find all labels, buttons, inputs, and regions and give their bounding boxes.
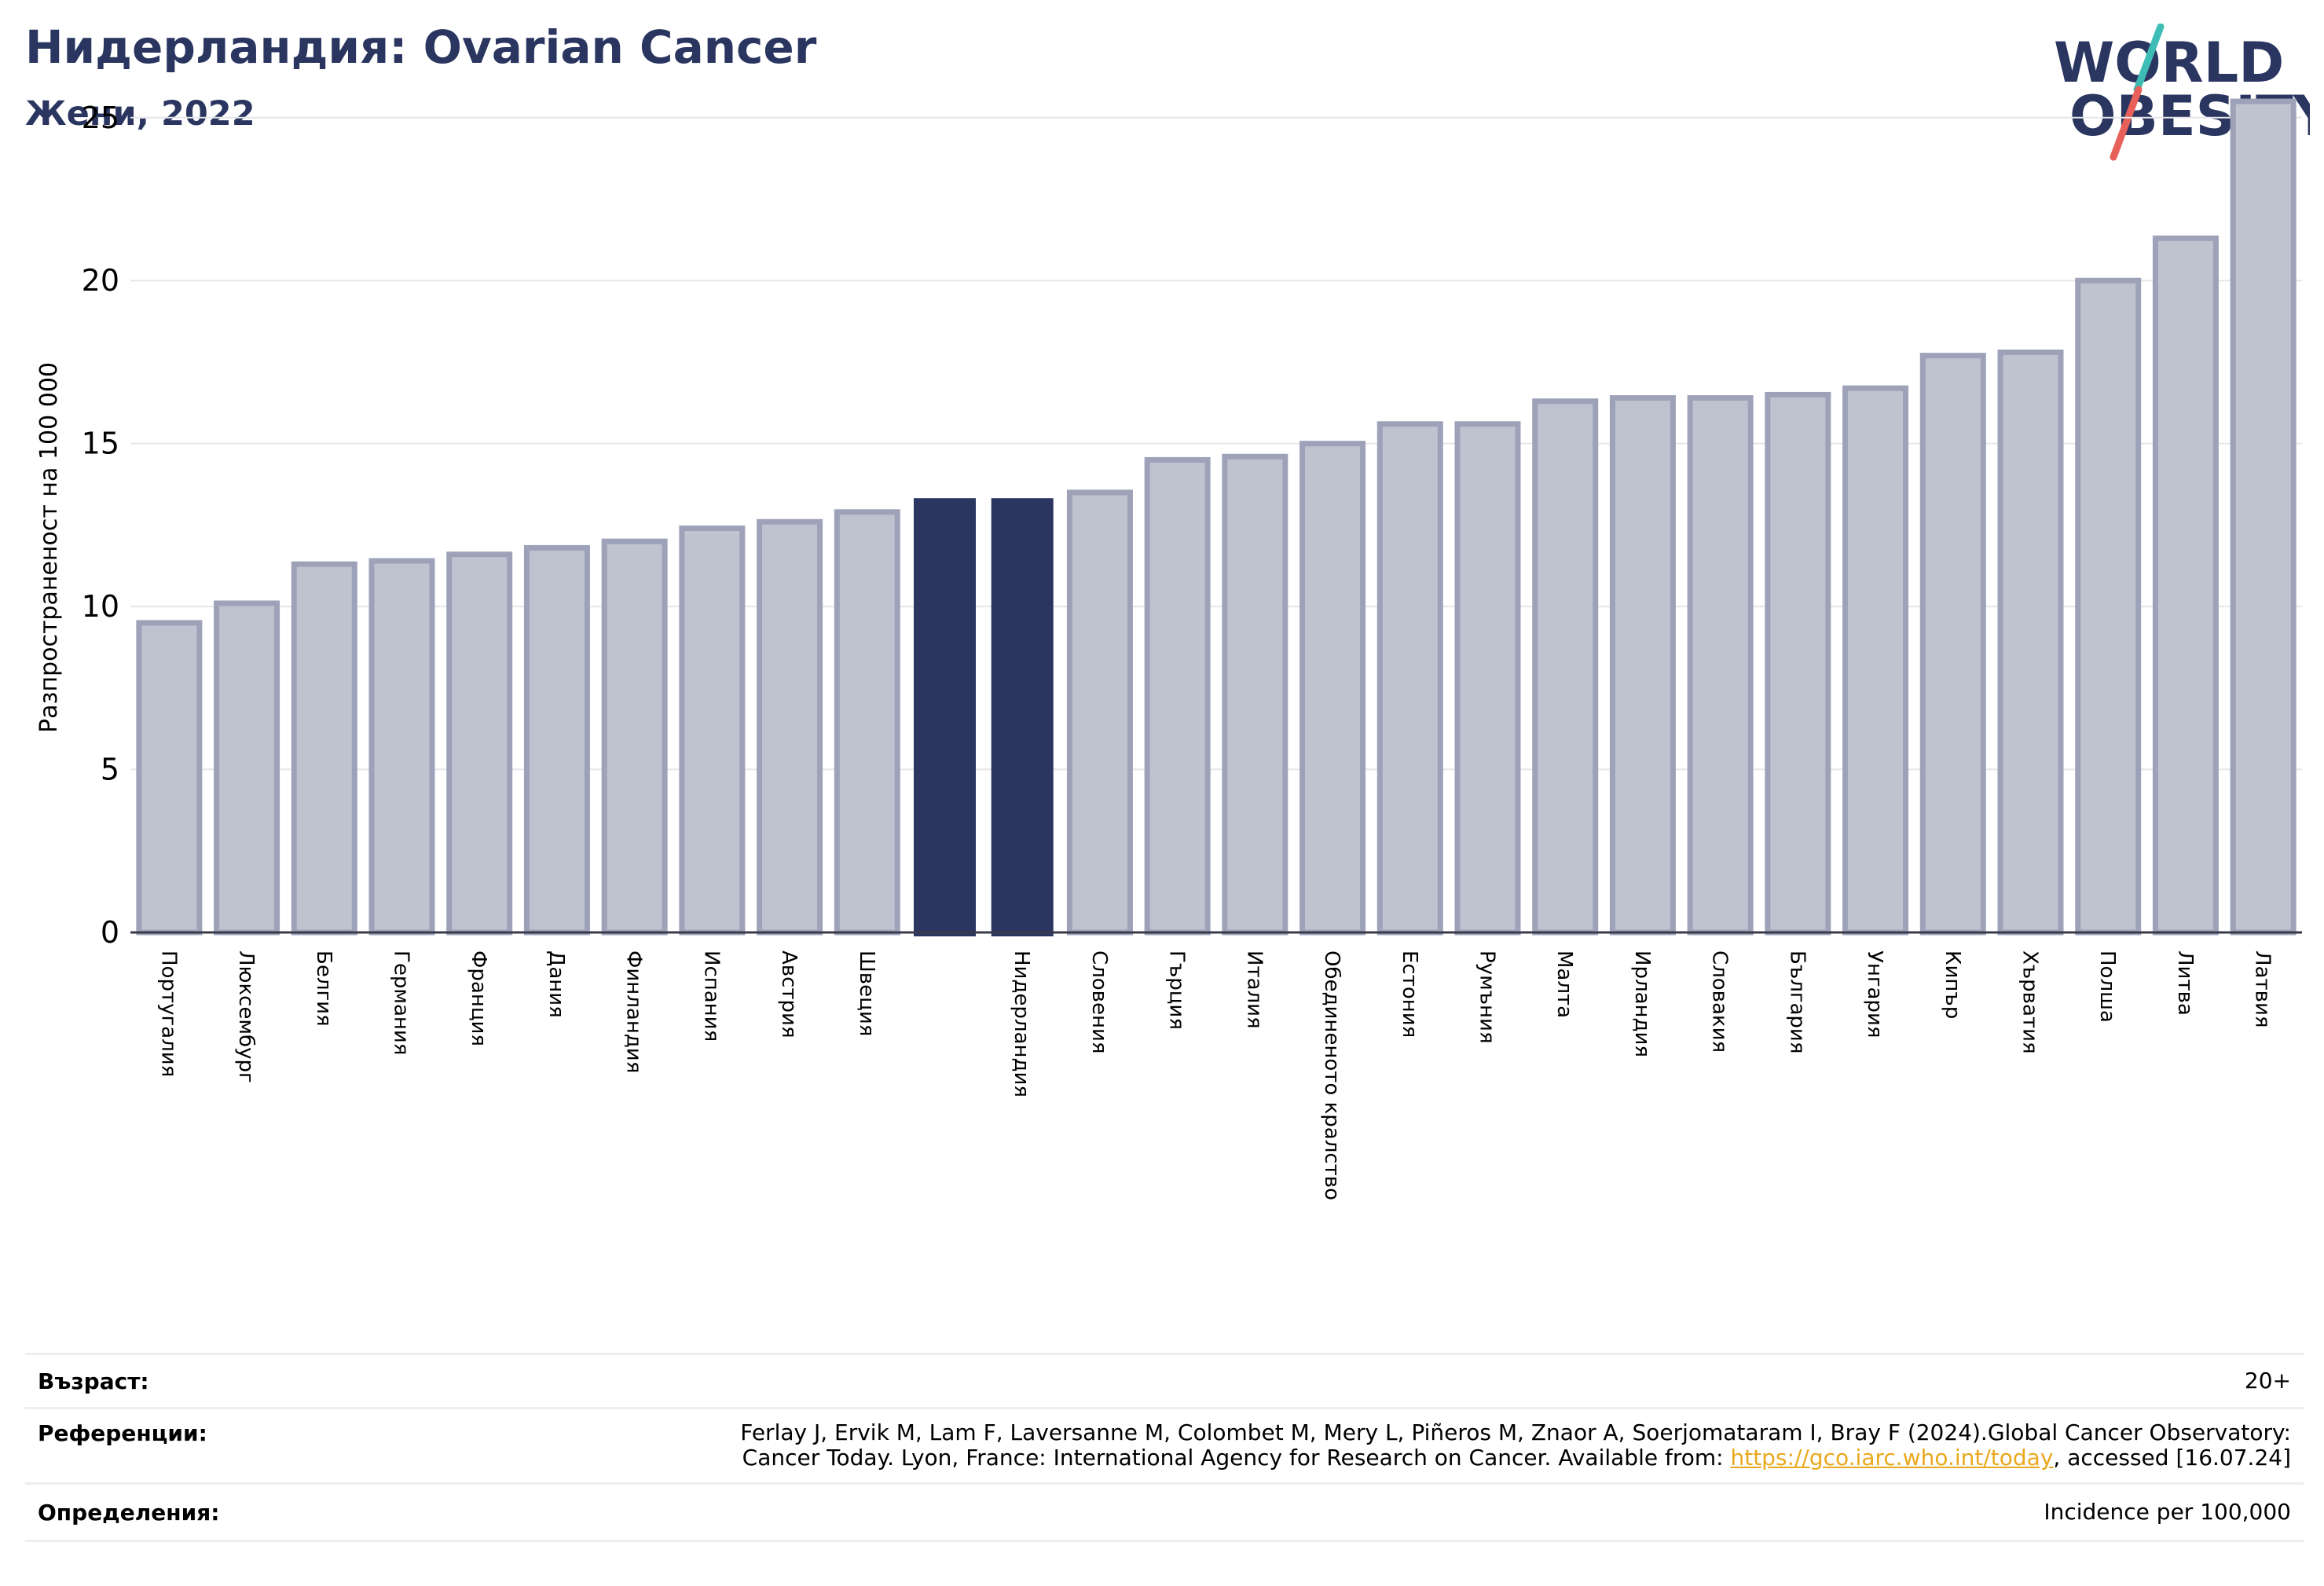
x-tick-label: Дания [544,951,568,1018]
logo-slash-top-icon [2133,24,2165,93]
y-tick-label: 10 [82,589,119,624]
bar [291,561,357,936]
logo-slash-bottom-icon [2110,86,2143,161]
definitions-value: Incidence per 100,000 [2044,1499,2291,1525]
x-tick-label: Гърция [1165,951,1189,1030]
references-value: Ferlay J, Ervik M, Lam F, Laversanne M, … [740,1420,2304,1471]
x-tick-label: Словения [1087,951,1111,1054]
x-tick-label: Ирландия [1630,951,1654,1057]
bar [601,538,668,936]
bar [2152,235,2219,936]
age-label: Възраст: [38,1368,149,1394]
bar [1609,395,1676,936]
x-tick-label: Франция [467,951,490,1046]
x-tick-label: Люксембург [234,951,258,1083]
bar [136,620,203,936]
x-tick-label: Испания [699,951,723,1042]
bar [1376,421,1443,936]
bar [1532,398,1599,936]
chart-title: Нидерландия: Ovarian Cancer [25,20,817,74]
references-link[interactable]: https://gco.iarc.who.int/today [1730,1445,2054,1471]
x-tick-label: Литва [2173,951,2197,1016]
definitions-label: Определения: [38,1499,220,1526]
logo-line1: WORLD [2054,31,2284,95]
x-tick-label: Италия [1242,951,1266,1029]
x-tick-label: Унгария [1863,951,1886,1038]
y-axis-label: Разпространеност на 100 000 [35,362,63,733]
x-tick-label: Естония [1398,951,1421,1038]
x-tick-label: Германия [390,951,413,1055]
bar [679,526,746,936]
bars [136,98,2297,936]
bar [1299,441,1366,936]
x-tick-label: Малта [1552,951,1576,1018]
info-table: Възраст: 20+ Референции: Ferlay J, Ervik… [25,1353,2304,1542]
x-tick-label: Португалия [156,951,180,1077]
bar [1997,350,2064,936]
x-tick-label: Полша [2095,951,2119,1023]
bar [757,518,823,936]
x-tick-label: Финландия [622,951,646,1073]
x-tick-label: Белгия [312,951,335,1027]
world-obesity-logo: WORLD OBESITY [2054,24,2310,161]
bar [991,498,1054,936]
y-tick-label: 5 [101,753,119,787]
y-tick-label: 15 [82,427,119,461]
x-tick-label: Хърватия [2018,951,2042,1054]
bar-chart: 0 5 10 15 20 25 Португалия Люксембург Белгия Гер… [35,98,2302,1200]
bar [523,544,590,936]
x-tick-label: Латвия [2251,951,2275,1028]
bar [834,509,900,936]
definitions-row: Определения: Incidence per 100,000 [25,1482,2304,1542]
references-line2-post: , accessed [16.07.24] [2053,1445,2291,1471]
x-tick-label: Швеция [855,951,878,1036]
bar [1842,385,1909,936]
bar [1765,391,1831,936]
bar [368,558,435,936]
y-tick-label: 20 [82,263,119,298]
bar [1454,421,1521,936]
age-value: 20+ [2244,1368,2291,1394]
y-tick-labels: 0 5 10 15 20 25 [82,101,119,950]
bar [1687,395,1754,936]
chart-subtitle: Жени, 2022 [25,94,255,134]
references-line1: Ferlay J, Ervik M, Lam F, Laversanne M, … [740,1419,2291,1445]
references-row: Референции: Ferlay J, Ervik M, Lam F, La… [25,1407,2304,1482]
references-line2-pre: Cancer Today. Lyon, France: Internationa… [742,1445,1731,1471]
bar [2230,98,2297,936]
bar [214,600,280,936]
bar [2075,277,2142,936]
bar [446,551,513,936]
x-tick-label: Австрия [777,951,801,1038]
references-label: Референции: [38,1420,207,1446]
age-row: Възраст: 20+ [25,1353,2304,1407]
bar [1144,456,1211,936]
y-tick-label: 0 [101,915,119,950]
x-tick-label: Словакия [1708,951,1732,1053]
bar [914,498,976,936]
bar [1066,489,1133,936]
y-tick-label: 25 [82,101,119,135]
x-tick-label: Обединеното кралство [1320,951,1343,1200]
x-tick-label: Кипър [1941,951,1964,1019]
x-tick-label: България [1785,951,1809,1053]
bar [1222,453,1288,936]
x-tick-label: Нидерландия [1010,951,1033,1097]
x-tick-labels: Португалия Люксембург Белгия Германия Франци… [156,951,2274,1200]
bar [1919,353,1986,936]
x-tick-label: Румъния [1475,951,1499,1044]
